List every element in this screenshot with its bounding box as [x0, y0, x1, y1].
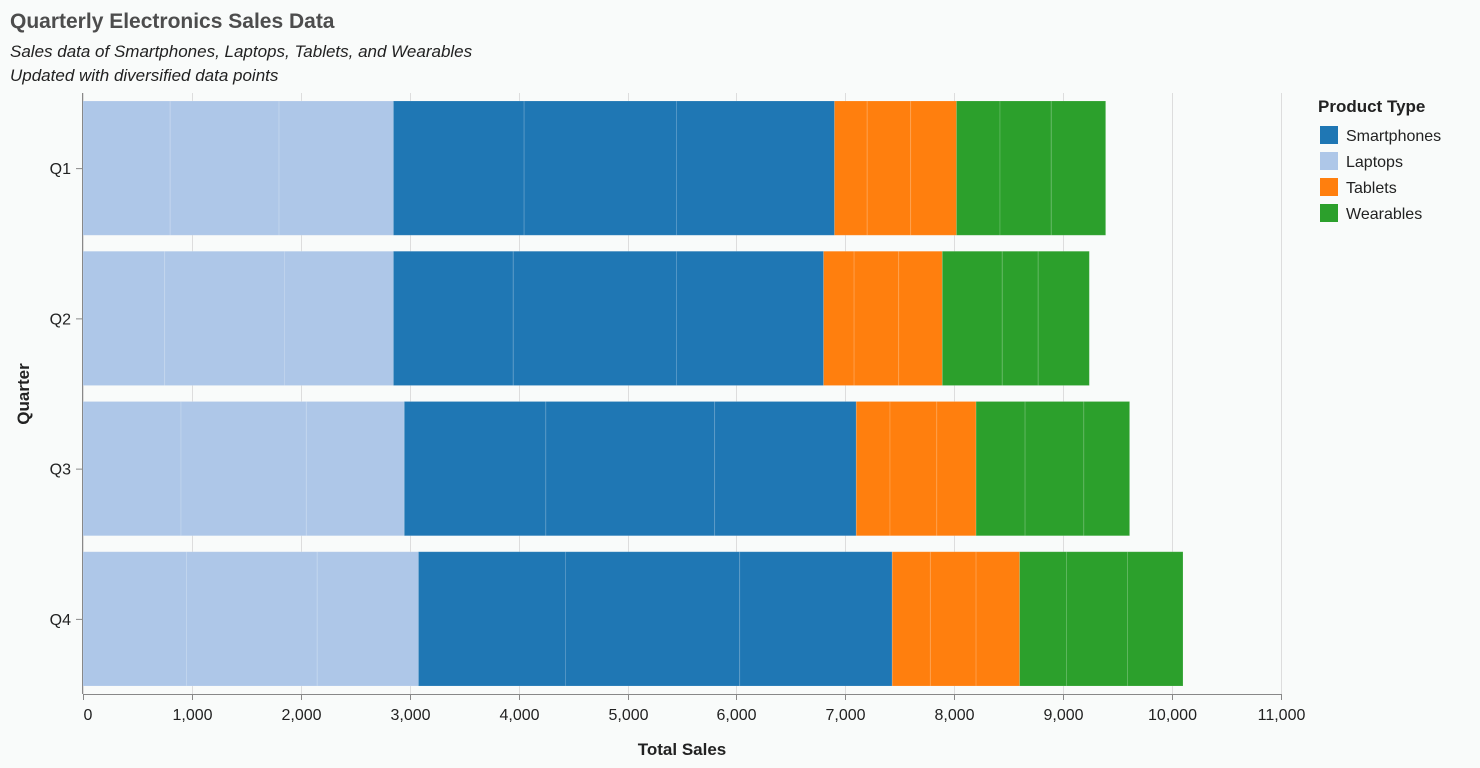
bar-segment-q2-smartphones-1	[392, 250, 514, 386]
bar-segment-q2-wearables-2	[1001, 250, 1039, 386]
axes: 0 1,000 2,000 3,000 4,000 5,000 6,000 7,000 8,00…	[50, 93, 1306, 724]
bar-segment-q4-smartphones-3	[739, 551, 893, 687]
bar-segment-q1-tablets-2	[866, 100, 912, 236]
bar-segment-q4-wearables-2	[1066, 551, 1128, 687]
y-axis-title: Quarter	[14, 363, 33, 425]
bar-segment-q1-tablets-3	[910, 100, 957, 236]
chart-subtitle-line-2: Updated with diversified data points	[10, 66, 279, 85]
legend-swatch-wearables	[1320, 204, 1338, 222]
bar-segment-q4-tablets-3	[975, 551, 1021, 687]
legend: Product Type Smartphones Laptops Tablets We…	[1318, 97, 1441, 223]
legend-label-wearables: Wearables	[1346, 206, 1422, 223]
bar-segment-q1-smartphones-2	[523, 100, 677, 236]
x-tick-label-9: 9,000	[1043, 707, 1083, 724]
x-tick-label-0: 0	[84, 707, 93, 724]
bar-segment-q1-laptops-3	[278, 100, 394, 236]
bar-segment-q2-tablets-1	[823, 250, 855, 386]
bar-segment-q4-smartphones-1	[418, 551, 566, 687]
bar-segment-q3-laptops-1	[82, 401, 182, 537]
bar-segment-q3-wearables-3	[1083, 401, 1131, 537]
bar-segment-q3-smartphones-1	[403, 401, 547, 537]
bar-segment-q4-laptops-3	[316, 551, 419, 687]
bar-segment-q3-tablets-3	[936, 401, 977, 537]
x-tick-label-10: 10,000	[1148, 707, 1197, 724]
bar-segment-q1-tablets-1	[834, 100, 868, 236]
bar-segment-q2-tablets-2	[853, 250, 900, 386]
y-tick-label-q1: Q1	[50, 161, 71, 178]
bar-segment-q2-wearables-3	[1037, 250, 1090, 386]
x-axis-title: Total Sales	[638, 740, 727, 759]
bar-segment-q4-tablets-1	[891, 551, 931, 687]
bar-segment-q1-smartphones-3	[676, 100, 835, 236]
bar-segment-q3-laptops-3	[305, 401, 405, 537]
bar-segment-q4-wearables-3	[1127, 551, 1184, 687]
bar-segment-q3-wearables-1	[975, 401, 1026, 537]
bar-segment-q4-wearables-1	[1019, 551, 1067, 687]
bar-segment-q3-tablets-2	[889, 401, 938, 537]
bar-segment-q2-wearables-1	[941, 250, 1003, 386]
legend-label-laptops: Laptops	[1346, 154, 1403, 171]
x-tick-label-7: 7,000	[825, 707, 865, 724]
x-tick-label-11: 11,000	[1258, 707, 1306, 724]
legend-swatch-tablets	[1320, 178, 1338, 196]
bar-segment-q1-smartphones-1	[392, 100, 525, 236]
y-tick-label-q2: Q2	[50, 311, 71, 328]
bar-segment-q4-laptops-2	[186, 551, 318, 687]
x-tick-label-3: 3,000	[390, 707, 430, 724]
legend-label-tablets: Tablets	[1346, 180, 1397, 197]
bar-segment-q2-laptops-3	[284, 250, 394, 386]
bar-segment-q3-smartphones-3	[714, 401, 857, 537]
bar-segment-q2-laptops-2	[164, 250, 285, 386]
chart-title: Quarterly Electronics Sales Data	[10, 10, 335, 33]
bars	[82, 100, 1184, 687]
bar-segment-q2-laptops-1	[82, 250, 166, 386]
legend-label-smartphones: Smartphones	[1346, 128, 1441, 145]
x-tick-label-4: 4,000	[499, 707, 539, 724]
y-tick-label-q3: Q3	[50, 462, 71, 479]
bar-segment-q1-wearables-2	[999, 100, 1052, 236]
x-tick-label-2: 2,000	[281, 707, 321, 724]
x-tick-label-8: 8,000	[934, 707, 974, 724]
bar-segment-q3-tablets-1	[855, 401, 891, 537]
bar-segment-q3-laptops-2	[180, 401, 307, 537]
bar-segment-q1-laptops-1	[82, 100, 171, 236]
bar-segment-q2-smartphones-2	[512, 250, 677, 386]
bar-segment-q1-wearables-3	[1050, 100, 1107, 236]
legend-swatch-smartphones	[1320, 126, 1338, 144]
bar-segment-q4-smartphones-2	[565, 551, 741, 687]
bar-segment-q4-laptops-1	[82, 551, 187, 687]
bar-segment-q1-laptops-2	[169, 100, 280, 236]
x-tick-label-5: 5,000	[608, 707, 648, 724]
bar-segment-q2-tablets-3	[898, 250, 943, 386]
legend-swatch-laptops	[1320, 152, 1338, 170]
bar-segment-q3-wearables-2	[1024, 401, 1085, 537]
bar-segment-q1-wearables-1	[956, 100, 1001, 236]
y-tick-label-q4: Q4	[50, 612, 71, 629]
chart-subtitle-line-1: Sales data of Smartphones, Laptops, Tabl…	[10, 42, 473, 61]
x-tick-label-1: 1,000	[172, 707, 212, 724]
bar-segment-q4-tablets-2	[929, 551, 977, 687]
bar-segment-q2-smartphones-3	[676, 250, 824, 386]
x-tick-label-6: 6,000	[716, 707, 756, 724]
bar-segment-q3-smartphones-2	[545, 401, 716, 537]
legend-title: Product Type	[1318, 97, 1425, 116]
